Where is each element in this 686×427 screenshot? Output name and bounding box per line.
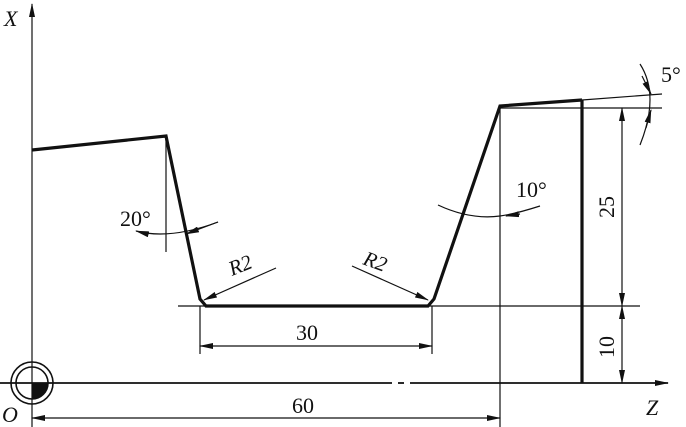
dim-60-label: 60: [292, 393, 314, 418]
dim-25-label: 25: [594, 196, 619, 218]
angle-20-label: 20°: [120, 206, 151, 231]
ref-line: [581, 93, 663, 101]
x-axis-label: X: [3, 6, 19, 31]
dim-30-label: 30: [296, 320, 318, 345]
dim-10-label: 10: [594, 336, 619, 358]
angle-10-label: 10°: [516, 177, 547, 202]
angle-5-arc: [639, 63, 651, 146]
origin-label: O: [2, 402, 18, 427]
angle-10-arrow: [505, 211, 521, 218]
radius-right-label: R2: [359, 246, 391, 277]
radius-left-label: R2: [224, 249, 256, 281]
angle-5-label: 5°: [661, 62, 681, 87]
angle-20-arrow: [185, 221, 219, 235]
angle-10-arc: [437, 204, 541, 218]
radius-right-leader: [351, 265, 429, 301]
origin-symbol-icon: [10, 361, 54, 405]
radius-left-leader: [203, 267, 277, 301]
angle-5-arrow: [644, 109, 652, 129]
angle-5-arrow: [641, 75, 652, 95]
z-axis-label: Z: [646, 395, 659, 420]
